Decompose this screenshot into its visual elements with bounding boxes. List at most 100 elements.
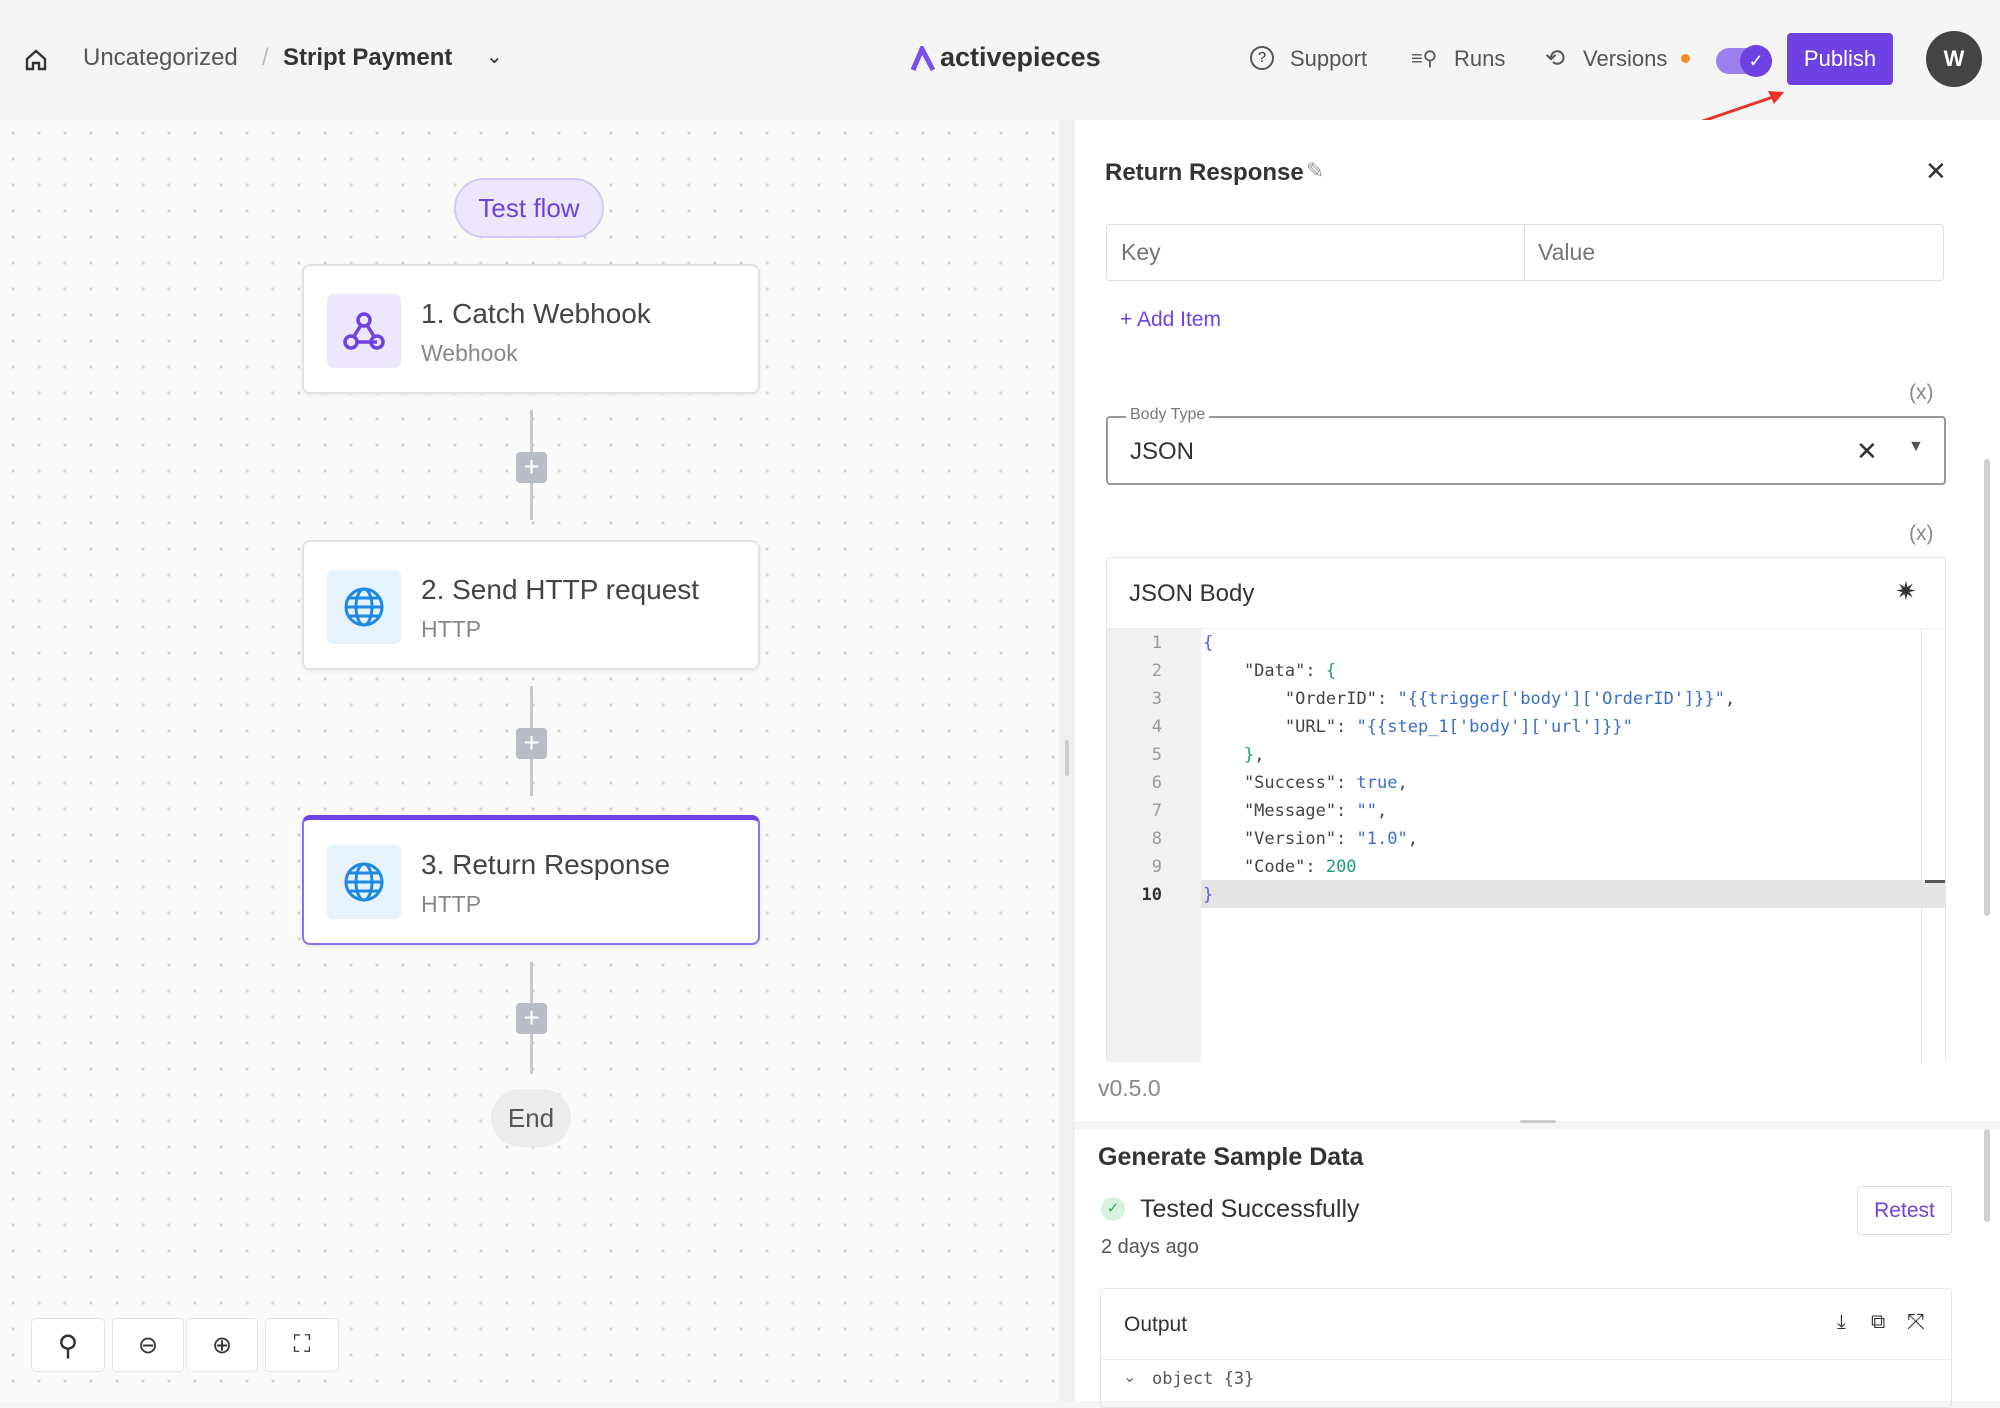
chevron-down-icon[interactable]: ⌄ (486, 46, 503, 68)
chevron-down-icon[interactable]: ⌄ (1123, 1369, 1137, 1386)
publish-button[interactable]: Publish (1787, 33, 1893, 85)
globe-icon (327, 845, 401, 919)
unsaved-dot (1681, 54, 1690, 63)
sample-scrollbar[interactable] (1984, 1129, 1990, 1222)
line-number: 9 (1151, 857, 1162, 877)
line-number: 8 (1151, 829, 1162, 849)
add-item-button[interactable]: + Add Item (1120, 308, 1221, 331)
enable-toggle[interactable]: ✓ (1716, 45, 1772, 77)
zoom-out-button[interactable]: ⊖ (112, 1318, 184, 1372)
test-time: 2 days ago (1101, 1236, 1199, 1258)
add-step-button[interactable]: + (516, 452, 547, 483)
code-area[interactable] (1201, 628, 1945, 1062)
step-subtitle: HTTP (421, 616, 482, 642)
step-title: 1. Catch Webhook (421, 298, 651, 329)
output-tree-root[interactable]: object {3} (1152, 1369, 1255, 1389)
versions-link[interactable]: Versions (1583, 46, 1668, 71)
step-card-return-response[interactable]: 3. Return Response HTTP (302, 815, 760, 945)
clear-icon[interactable]: ✕ (1856, 436, 1878, 466)
line-number: 5 (1151, 745, 1162, 765)
dynamic-value-toggle[interactable]: (x) (1909, 381, 1934, 404)
retest-button[interactable]: Retest (1857, 1186, 1952, 1235)
zoom-out-icon: ⊖ (137, 1331, 159, 1359)
line-number: 1 (1151, 633, 1162, 653)
runs-link[interactable]: Runs (1454, 46, 1506, 71)
zoom-in-icon: ⊕ (211, 1331, 233, 1359)
dropdown-caret-icon[interactable]: ▼ (1908, 438, 1924, 455)
section-resize-handle[interactable] (1520, 1120, 1556, 1123)
code-line[interactable]: }, (1203, 745, 1265, 765)
line-number: 7 (1151, 801, 1162, 821)
expand-icon[interactable]: ⤧ (1907, 1309, 1925, 1334)
code-line[interactable]: "Version": "1.0", (1203, 829, 1418, 849)
dynamic-value-toggle[interactable]: (x) (1909, 522, 1934, 545)
line-number: 6 (1151, 773, 1162, 793)
code-line[interactable]: "Message": "", (1203, 801, 1388, 821)
value-input[interactable] (1526, 225, 1943, 280)
step-card-catch-webhook[interactable]: 1. Catch Webhook Webhook (302, 264, 760, 394)
line-number: 10 (1141, 885, 1162, 905)
sample-data-title: Generate Sample Data (1098, 1143, 1364, 1171)
home-icon[interactable] (24, 48, 48, 72)
logo-text: activepieces (940, 42, 1101, 72)
output-box: Output ⤓ ⧉ ⤧ ⌄ object {3} (1100, 1288, 1952, 1408)
test-flow-button[interactable]: Test flow (454, 178, 604, 238)
webhook-icon (327, 294, 401, 368)
active-line (1201, 880, 1945, 908)
body-type-label: Body Type (1126, 406, 1210, 424)
output-label: Output (1124, 1313, 1188, 1336)
code-line[interactable]: "Success": true, (1203, 773, 1408, 793)
key-input[interactable] (1107, 225, 1525, 280)
line-number: 2 (1151, 661, 1162, 681)
top-bar: Uncategorized / Stript Payment ⌄ activep… (0, 0, 2000, 120)
line-number: 4 (1151, 717, 1162, 737)
code-line[interactable]: { (1203, 633, 1214, 653)
step-title: 2. Send HTTP request (421, 574, 700, 605)
code-line[interactable]: } (1203, 885, 1214, 905)
runs-icon: ≡⚲ (1411, 48, 1438, 70)
beautify-icon[interactable]: ✷ (1895, 576, 1917, 606)
history-icon: ⟲ (1545, 45, 1566, 72)
edit-icon[interactable]: ✎ (1306, 158, 1325, 183)
add-step-button[interactable]: + (516, 1003, 547, 1034)
step-subtitle: Webhook (421, 340, 518, 366)
line-number: 3 (1151, 689, 1162, 709)
test-status: Tested Successfully (1140, 1195, 1360, 1223)
breadcrumb-folder[interactable]: Uncategorized (83, 44, 238, 71)
panel-scrollbar[interactable] (1984, 459, 1990, 916)
step-settings-panel (1075, 120, 2000, 1121)
close-icon[interactable]: ✕ (1925, 156, 1947, 186)
panel-title[interactable]: Return Response (1105, 159, 1304, 186)
code-line[interactable]: "Code": 200 (1203, 857, 1357, 877)
body-type-select[interactable]: Body Type JSON ✕ ▼ (1106, 406, 1946, 485)
line-gutter (1107, 628, 1201, 1062)
support-link[interactable]: Support (1290, 46, 1368, 71)
add-step-button[interactable]: + (516, 728, 547, 759)
focus-icon: ⛶ (293, 1331, 311, 1358)
fit-zoom-button[interactable]: ⚲ (31, 1318, 105, 1372)
check-icon: ✓ (1740, 45, 1772, 77)
code-line[interactable]: "OrderID": "{{trigger['body']['OrderID']… (1203, 689, 1736, 709)
editor-scrollbar[interactable] (1921, 628, 1922, 1062)
focus-button[interactable]: ⛶ (265, 1318, 339, 1372)
step-title: 3. Return Response (421, 849, 671, 880)
avatar[interactable]: W (1926, 31, 1982, 87)
scroll-marker (1925, 880, 1945, 883)
download-icon[interactable]: ⤓ (1837, 1311, 1846, 1333)
panel-resize-handle[interactable] (1059, 120, 1075, 1401)
json-body-editor: JSON Body ✷ (1106, 557, 1946, 1062)
key-value-row (1106, 224, 1944, 281)
json-body-label: JSON Body (1129, 580, 1255, 607)
globe-icon (327, 570, 401, 644)
copy-icon[interactable]: ⧉ (1871, 1311, 1886, 1333)
breadcrumb-separator: / (262, 44, 269, 71)
zoom-in-button[interactable]: ⊕ (186, 1318, 258, 1372)
body-type-value: JSON (1130, 438, 1195, 465)
help-icon: ? (1250, 46, 1274, 70)
success-check-icon: ✓ (1101, 1197, 1125, 1221)
activepieces-logo-icon (910, 46, 936, 72)
code-line[interactable]: "URL": "{{step_1['body']['url']}}" (1203, 717, 1633, 737)
step-card-send-http[interactable]: 2. Send HTTP request HTTP (302, 540, 760, 670)
flow-name[interactable]: Stript Payment (283, 44, 453, 71)
code-line[interactable]: "Data": { (1203, 661, 1337, 681)
